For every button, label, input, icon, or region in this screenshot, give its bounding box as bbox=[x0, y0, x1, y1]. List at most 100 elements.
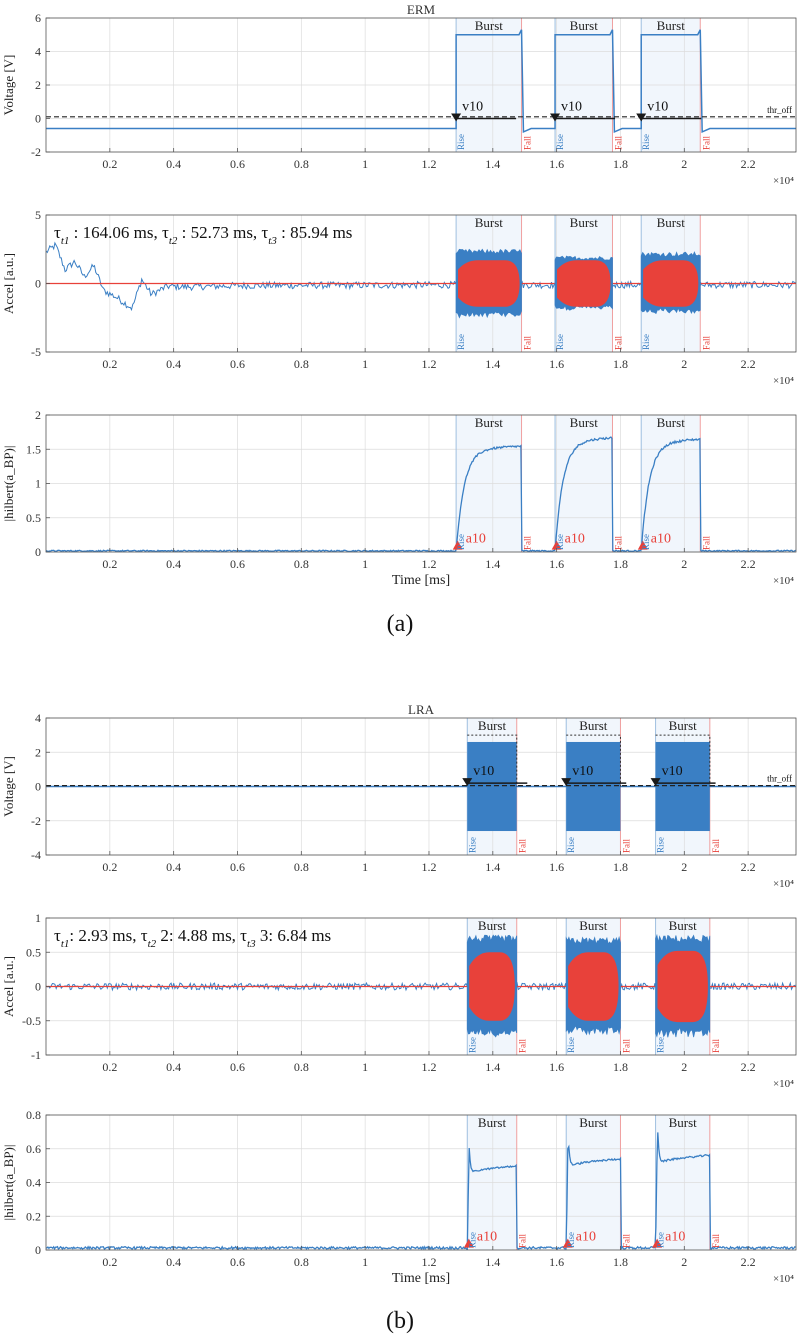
marker-label: v10 bbox=[572, 764, 593, 779]
tau-text: : 2.93 ms, τ bbox=[69, 926, 147, 945]
rise-label: Rise bbox=[566, 837, 576, 853]
marker-label: a10 bbox=[565, 532, 585, 547]
y-axis-label: Voltage [V] bbox=[1, 756, 16, 817]
x-tick-label: 1.4 bbox=[485, 157, 500, 171]
x-tick-label: 2 bbox=[681, 357, 687, 371]
x-tick-label: 1.8 bbox=[613, 357, 628, 371]
y-tick-label: 0.5 bbox=[26, 511, 41, 525]
rise-label: Rise bbox=[656, 1232, 666, 1248]
y-tick-label: 5 bbox=[35, 208, 41, 222]
burst-label: Burst bbox=[579, 1115, 608, 1130]
burst-label: Burst bbox=[475, 18, 504, 33]
signal-group bbox=[46, 933, 796, 1038]
x-tick-label: 1.6 bbox=[549, 157, 564, 171]
x-tick-label: 0.8 bbox=[294, 157, 309, 171]
rise-label: Rise bbox=[456, 134, 466, 150]
fall-label: Fall bbox=[711, 1233, 721, 1248]
x-tick-label: 0.2 bbox=[102, 357, 117, 371]
filtered-burst bbox=[458, 260, 520, 307]
tau-subscript: t1 bbox=[61, 938, 70, 950]
x-tick-label: 2.2 bbox=[741, 557, 756, 571]
x-multiplier: ×10⁴ bbox=[773, 1078, 794, 1090]
burst-label: Burst bbox=[570, 18, 599, 33]
chart-a1: thr_off v10 v10 v10 Burst Rise Fall Burst Rise Fa… bbox=[1, 2, 797, 187]
chart-title: LRA bbox=[408, 702, 435, 717]
y-tick-label: -2 bbox=[31, 145, 41, 159]
rise-label: Rise bbox=[566, 1037, 576, 1053]
x-tick-label: 2.2 bbox=[741, 1060, 756, 1074]
voltage-burst-block bbox=[566, 741, 621, 832]
a10-marker bbox=[452, 540, 463, 550]
x-tick-label: 2.2 bbox=[741, 357, 756, 371]
x-tick-label: 1 bbox=[362, 557, 368, 571]
y-axis-label: Accel [a.u.] bbox=[1, 253, 16, 314]
x-tick-label: 0.4 bbox=[166, 1060, 181, 1074]
burst-label: Burst bbox=[669, 718, 698, 733]
x-tick-label: 1 bbox=[362, 357, 368, 371]
burst-label: Burst bbox=[478, 918, 507, 933]
burst-label: Burst bbox=[579, 718, 608, 733]
envelope-series-line bbox=[46, 436, 796, 552]
signal-group bbox=[46, 241, 796, 319]
tau-subscript: t3 bbox=[268, 235, 277, 247]
x-tick-label: 1.6 bbox=[549, 1255, 564, 1269]
burst-envelope-dotted bbox=[566, 734, 621, 787]
y-tick-label: 0 bbox=[35, 545, 41, 559]
fall-label: Fall bbox=[621, 1233, 631, 1248]
rise-label: Rise bbox=[566, 1232, 576, 1248]
rise-label: Rise bbox=[467, 837, 477, 853]
rise-label: Rise bbox=[555, 534, 565, 550]
y-tick-label: 0 bbox=[35, 1243, 41, 1257]
x-tick-label: 1 bbox=[362, 1060, 368, 1074]
x-tick-label: 2 bbox=[681, 1060, 687, 1074]
marker-label: v10 bbox=[647, 100, 668, 115]
y-tick-label: 4 bbox=[35, 711, 41, 725]
x-tick-label: 1.6 bbox=[549, 860, 564, 874]
burst-label: Burst bbox=[657, 215, 686, 230]
y-tick-label: 0.6 bbox=[26, 1142, 41, 1156]
filtered-burst bbox=[643, 260, 699, 307]
voltage-burst-block bbox=[655, 741, 710, 832]
y-tick-label: 0 bbox=[35, 112, 41, 126]
a10-marker bbox=[463, 1238, 474, 1248]
v10-marker bbox=[636, 113, 647, 122]
x-tick-label: 0.2 bbox=[102, 1255, 117, 1269]
y-tick-label: -5 bbox=[31, 345, 41, 359]
y-axis-label: |hilbert(a_BP)| bbox=[1, 446, 16, 522]
marker-label: v10 bbox=[473, 764, 494, 779]
fall-label: Fall bbox=[523, 135, 533, 150]
x-tick-label: 0.6 bbox=[230, 1060, 245, 1074]
y-tick-label: -1 bbox=[31, 1048, 41, 1062]
x-tick-label: 2.2 bbox=[741, 860, 756, 874]
y-tick-label: 2 bbox=[35, 408, 41, 422]
marker-label: v10 bbox=[561, 100, 582, 115]
marker-label: a10 bbox=[466, 532, 486, 547]
x-tick-label: 1.8 bbox=[613, 1060, 628, 1074]
signal-group bbox=[46, 734, 796, 832]
tau-annotation: τt1: 2.93 ms, τt2 2: 4.88 ms, τt3 3: 6.8… bbox=[54, 926, 331, 950]
x-tick-label: 2.2 bbox=[741, 1255, 756, 1269]
x-tick-label: 1.8 bbox=[613, 860, 628, 874]
burst-label: Burst bbox=[657, 415, 686, 430]
y-tick-label: 0 bbox=[35, 277, 41, 291]
y-tick-label: 4 bbox=[35, 45, 41, 59]
a10-marker bbox=[562, 1238, 573, 1248]
fall-label: Fall bbox=[613, 335, 623, 350]
marker-label: a10 bbox=[576, 1230, 596, 1245]
y-tick-label: 0 bbox=[35, 780, 41, 794]
chart-title: ERM bbox=[407, 2, 436, 17]
fall-label: Fall bbox=[523, 335, 533, 350]
y-tick-label: 0.4 bbox=[26, 1176, 41, 1190]
v10-marker bbox=[462, 778, 473, 787]
x-tick-label: 0.2 bbox=[102, 157, 117, 171]
signal-group bbox=[46, 436, 796, 552]
x-tick-label: 0.6 bbox=[230, 557, 245, 571]
x-tick-label: 1.2 bbox=[421, 157, 436, 171]
x-tick-label: 1.8 bbox=[613, 1255, 628, 1269]
fall-label: Fall bbox=[701, 535, 711, 550]
chart-a2: Burst Rise Fall Burst Rise Fall Burst Rise Fall τ… bbox=[1, 208, 797, 387]
fall-label: Fall bbox=[613, 535, 623, 550]
x-tick-label: 1.8 bbox=[613, 157, 628, 171]
v10-marker bbox=[561, 778, 572, 787]
